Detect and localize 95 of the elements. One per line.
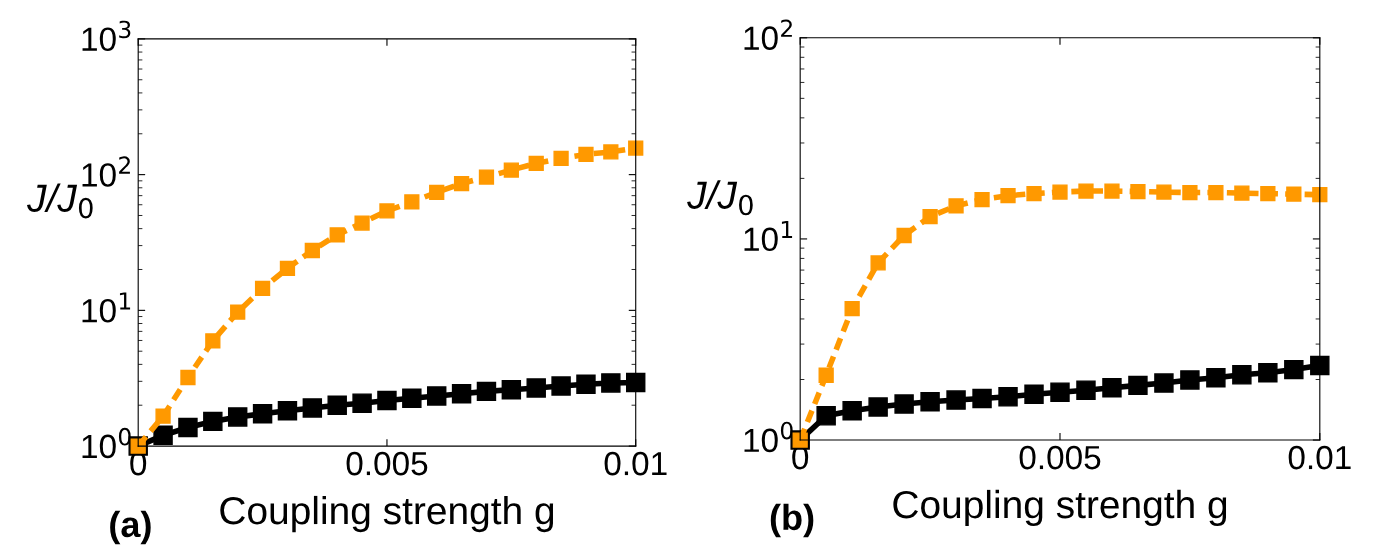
point xyxy=(553,150,569,166)
point xyxy=(1076,380,1096,400)
point xyxy=(302,398,323,418)
point xyxy=(842,400,862,421)
point xyxy=(279,260,296,276)
point xyxy=(377,390,397,411)
point xyxy=(1156,184,1172,200)
point xyxy=(227,407,248,427)
point xyxy=(1078,183,1094,199)
point xyxy=(252,404,273,424)
y-tick-label: 10$^{2}$ xyxy=(744,19,792,50)
point xyxy=(818,367,834,383)
point xyxy=(1206,368,1226,388)
text: (b) xyxy=(770,503,814,538)
point xyxy=(476,381,497,402)
point xyxy=(894,394,914,414)
point xyxy=(922,209,938,225)
point xyxy=(429,184,445,201)
point xyxy=(998,387,1018,407)
point xyxy=(1050,382,1070,402)
point xyxy=(1000,188,1016,204)
text: (a) xyxy=(110,510,151,545)
point xyxy=(1232,365,1252,385)
point xyxy=(352,393,372,413)
point xyxy=(404,194,420,210)
point xyxy=(1180,370,1200,390)
point xyxy=(844,301,860,317)
point xyxy=(948,198,964,214)
point xyxy=(1026,185,1042,202)
x-tick-label: 0.005 xyxy=(346,451,428,476)
point xyxy=(1182,184,1198,201)
y-tick-label: 10$^{0}$ xyxy=(744,421,793,453)
point xyxy=(1234,185,1250,201)
point xyxy=(1104,183,1120,199)
point xyxy=(551,376,571,396)
point xyxy=(526,378,546,398)
point xyxy=(354,215,370,231)
point xyxy=(896,227,912,244)
point xyxy=(426,386,447,406)
point xyxy=(478,169,495,185)
point xyxy=(974,191,990,208)
x-tick-label: 0.01 xyxy=(1288,445,1351,470)
point xyxy=(327,395,347,415)
y-tick-label: 10$^{1}$ xyxy=(744,221,793,252)
point xyxy=(625,372,646,393)
x-tick-label: 0.005 xyxy=(1019,445,1101,470)
point xyxy=(1052,184,1068,200)
point xyxy=(528,155,544,172)
x-tick-label: 0.01 xyxy=(604,451,667,476)
point xyxy=(180,369,196,386)
point xyxy=(205,333,221,349)
y-tick-label: 10$^{1}$ xyxy=(82,292,131,323)
point xyxy=(254,280,271,297)
point xyxy=(304,242,320,259)
point xyxy=(379,203,395,219)
point xyxy=(178,417,198,438)
point xyxy=(920,392,940,412)
point xyxy=(203,411,223,432)
point xyxy=(329,227,345,243)
y-axis-title: J/J$_{0}$ xyxy=(687,180,753,216)
point xyxy=(402,388,422,408)
x-axis-title: Coupling strength g xyxy=(220,495,554,533)
point xyxy=(1260,185,1276,202)
point xyxy=(1154,373,1174,393)
y-tick-label: 10$^{0}$ xyxy=(82,427,131,459)
point xyxy=(1286,186,1302,202)
point xyxy=(972,388,992,409)
point xyxy=(277,401,298,421)
point xyxy=(503,162,519,178)
point xyxy=(451,384,472,404)
point xyxy=(1258,363,1278,383)
point xyxy=(601,373,621,393)
y-tick-label: 10$^{3}$ xyxy=(82,20,131,52)
point xyxy=(1102,378,1122,398)
point xyxy=(868,397,888,417)
point xyxy=(1310,355,1330,376)
point xyxy=(155,408,171,424)
point xyxy=(501,380,522,400)
point xyxy=(576,374,596,395)
point xyxy=(1208,184,1224,201)
point xyxy=(1284,359,1304,380)
point xyxy=(453,175,470,192)
point xyxy=(153,425,173,446)
point xyxy=(816,406,836,426)
point xyxy=(1128,375,1148,396)
point xyxy=(230,304,246,320)
point xyxy=(628,140,644,156)
x-axis-title: Coupling strength g xyxy=(893,489,1227,527)
point xyxy=(946,390,966,410)
point xyxy=(578,146,594,163)
point xyxy=(1312,187,1328,203)
point xyxy=(870,255,886,271)
point xyxy=(1024,384,1044,404)
point xyxy=(603,144,619,160)
point xyxy=(1130,183,1146,200)
